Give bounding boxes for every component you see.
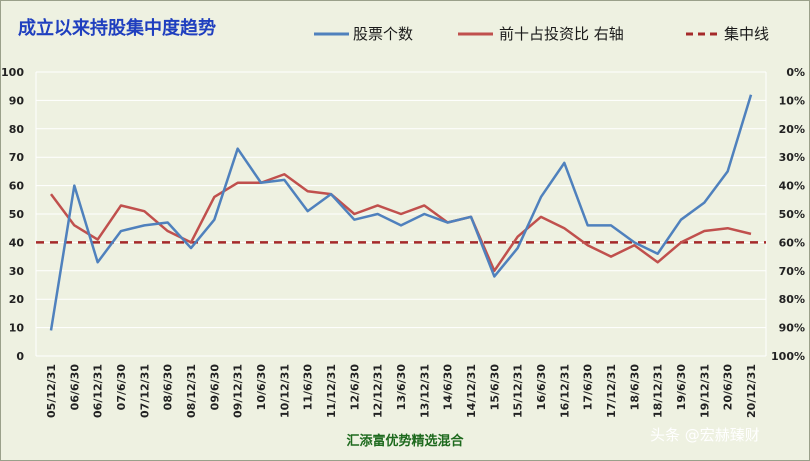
series-stock-count-line [49, 94, 753, 331]
y-left-tick-label: 30 [9, 265, 25, 278]
x-tick-label: 07/12/31 [138, 364, 151, 418]
y-left-tick-label: 90 [9, 94, 25, 107]
x-tick-label: 07/6/30 [115, 364, 128, 411]
x-tick-label: 12/12/31 [372, 364, 385, 418]
right-axis: 0% 10% 20% 30% 40% 50% 60% 70% 80% 90% 100% [771, 66, 805, 363]
x-tick-label: 20/12/31 [745, 364, 758, 418]
x-tick-label: 08/6/30 [162, 364, 175, 411]
x-tick-label: 18/12/31 [652, 364, 665, 418]
y-left-tick-label: 60 [9, 180, 25, 193]
x-tick-label: 19/12/31 [698, 364, 711, 418]
chart-title: 成立以来持股集中度趋势 [18, 17, 216, 39]
y-right-tick-label: 0% [786, 66, 805, 79]
x-tick-label: 13/12/31 [418, 364, 431, 418]
x-axis: 05/12/31 06/6/30 06/12/31 07/6/30 07/12/31 08… [45, 364, 758, 418]
y-left-tick-label: 70 [9, 151, 25, 164]
x-tick-label: 11/12/31 [325, 364, 338, 418]
legend-label-stock-count: 股票个数 [353, 25, 413, 43]
watermark: 头条 @宏赫臻财 [650, 426, 760, 444]
x-tick-label: 14/6/30 [442, 364, 455, 411]
x-tick-label: 06/6/30 [68, 364, 81, 411]
x-tick-label: 12/6/30 [348, 364, 361, 411]
legend-label-top10-ratio: 前十占投资比 右轴 [499, 25, 624, 43]
y-right-tick-label: 50% [779, 208, 805, 221]
y-right-tick-label: 40% [779, 180, 805, 193]
x-tick-label: 06/12/31 [92, 364, 105, 418]
y-right-tick-label: 10% [779, 94, 805, 107]
x-tick-label: 08/12/31 [185, 364, 198, 418]
left-axis: 0 10 20 30 40 50 60 70 80 90 100 [1, 66, 24, 363]
series-top10-ratio-line [49, 172, 752, 273]
x-tick-label: 09/6/30 [208, 364, 221, 411]
x-tick-label: 16/6/30 [535, 364, 548, 411]
legend: 股票个数 前十占投资比 右轴 集中线 [314, 25, 769, 43]
y-right-tick-label: 90% [779, 322, 805, 335]
y-left-tick-label: 20 [9, 293, 25, 306]
x-tick-label: 13/6/30 [395, 364, 408, 411]
x-tick-label: 10/6/30 [255, 364, 268, 411]
x-tick-label: 10/12/31 [278, 364, 291, 418]
x-tick-label: 18/6/30 [628, 364, 641, 411]
x-tick-label: 15/6/30 [488, 364, 501, 411]
x-tick-label: 19/6/30 [675, 364, 688, 411]
x-tick-label: 15/12/31 [512, 364, 525, 418]
y-left-tick-label: 80 [9, 123, 25, 136]
x-axis-caption: 汇添富优势精选混合 [346, 433, 464, 449]
y-right-tick-label: 60% [779, 236, 805, 249]
x-tick-label: 16/12/31 [558, 364, 571, 418]
y-left-tick-label: 40 [9, 236, 25, 249]
y-right-tick-label: 80% [779, 293, 805, 306]
x-tick-label: 05/12/31 [45, 364, 58, 418]
series-group [36, 94, 766, 331]
y-left-tick-label: 50 [9, 208, 25, 221]
x-tick-label: 14/12/31 [465, 364, 478, 418]
x-tick-label: 17/6/30 [582, 364, 595, 411]
x-tick-label: 17/12/31 [605, 364, 618, 418]
legend-label-concentration: 集中线 [724, 25, 769, 43]
y-left-tick-label: 0 [16, 350, 24, 363]
x-tick-label: 11/6/30 [302, 364, 315, 411]
y-right-tick-label: 70% [779, 265, 805, 278]
y-left-tick-label: 10 [9, 322, 25, 335]
x-tick-label: 20/6/30 [722, 364, 735, 411]
y-right-tick-label: 100% [771, 350, 805, 363]
x-tick-label: 09/12/31 [232, 364, 245, 418]
y-right-tick-label: 30% [779, 151, 805, 164]
y-right-tick-label: 20% [779, 123, 805, 136]
y-left-tick-label: 100 [1, 66, 24, 79]
